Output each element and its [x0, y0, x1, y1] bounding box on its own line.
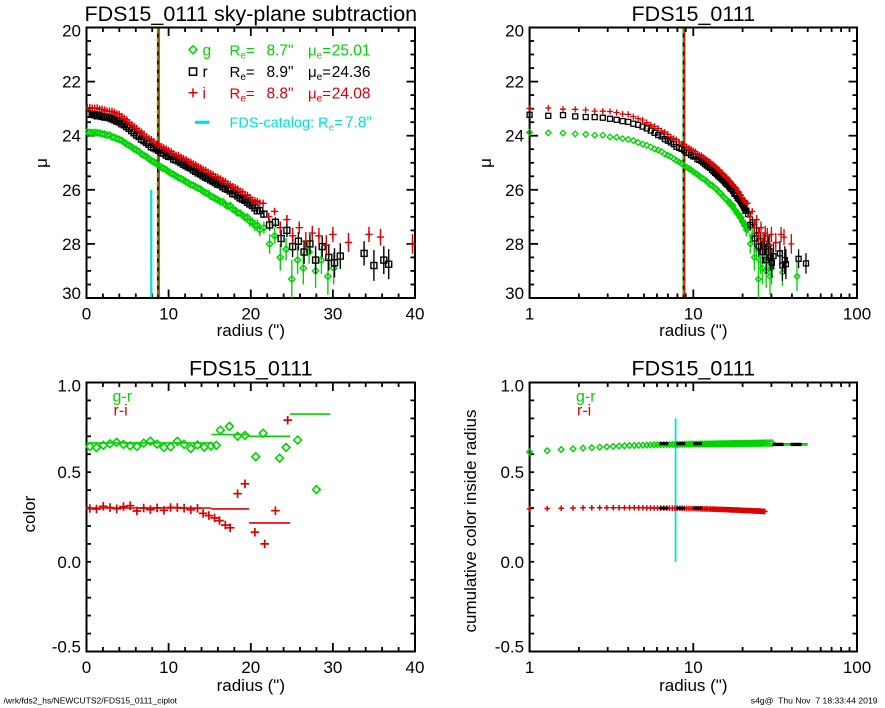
svg-text:10: 10: [684, 658, 703, 677]
svg-text:0.0: 0.0: [500, 553, 524, 572]
svg-text:8.9": 8.9": [266, 64, 293, 81]
svg-text:24.36: 24.36: [332, 64, 371, 81]
svg-text:r-i: r-i: [577, 403, 591, 420]
svg-text:radius ("): radius ("): [659, 321, 727, 340]
svg-text:r: r: [203, 64, 208, 81]
svg-text:24: 24: [505, 127, 524, 146]
svg-text:30: 30: [323, 305, 342, 324]
svg-text:μe​=: μe​=: [308, 85, 331, 104]
svg-text:Re​=: Re​=: [230, 64, 255, 83]
svg-text:10: 10: [159, 658, 178, 677]
svg-text:40: 40: [406, 305, 425, 324]
svg-text:10: 10: [684, 305, 703, 324]
svg-text:0.0: 0.0: [57, 553, 81, 572]
svg-text:26: 26: [505, 181, 524, 200]
svg-text:g-r: g-r: [576, 389, 596, 406]
svg-text:1: 1: [525, 305, 534, 324]
svg-text:cumulative color inside radius: cumulative color inside radius: [461, 410, 480, 633]
svg-text:color: color: [20, 495, 39, 532]
svg-text:20: 20: [241, 658, 260, 677]
svg-text:g-r: g-r: [113, 389, 133, 406]
svg-text:Re​=: Re​=: [230, 85, 255, 104]
svg-text:8.8": 8.8": [266, 85, 293, 102]
svg-text:25.01: 25.01: [332, 42, 371, 59]
svg-text:μ: μ: [32, 158, 51, 168]
svg-text:-0.5: -0.5: [495, 638, 524, 657]
svg-text:FDS15_0111: FDS15_0111: [189, 357, 313, 381]
svg-text:30: 30: [323, 658, 342, 677]
svg-text:30: 30: [505, 284, 524, 303]
svg-text:g: g: [203, 42, 212, 59]
svg-text:0.5: 0.5: [57, 463, 81, 482]
svg-text:30: 30: [62, 284, 81, 303]
svg-text:8.7": 8.7": [266, 42, 293, 59]
svg-text:/wrk/fds2_hs/NEWCUTS2/FDS15_01: /wrk/fds2_hs/NEWCUTS2/FDS15_0111_ciplot: [4, 696, 178, 706]
svg-text:22: 22: [505, 73, 524, 92]
svg-text:20: 20: [241, 305, 260, 324]
svg-text:28: 28: [505, 235, 524, 254]
svg-text:μ: μ: [476, 158, 495, 168]
svg-text:i: i: [203, 85, 206, 102]
svg-text:7.8": 7.8": [345, 114, 372, 131]
svg-text:26: 26: [62, 181, 81, 200]
svg-text:24.08: 24.08: [332, 85, 371, 102]
svg-text:FDS15_0111 sky-plane subtracti: FDS15_0111 sky-plane subtraction: [84, 2, 417, 26]
svg-text:100: 100: [843, 305, 871, 324]
svg-text:10: 10: [159, 305, 178, 324]
svg-text:100: 100: [843, 658, 871, 677]
svg-text:1.0: 1.0: [500, 377, 524, 396]
svg-text:0: 0: [82, 305, 91, 324]
svg-text:28: 28: [62, 235, 81, 254]
svg-text:radius ("): radius ("): [217, 321, 285, 340]
svg-text:40: 40: [406, 658, 425, 677]
svg-text:μe​=: μe​=: [308, 42, 331, 61]
svg-text:r-i: r-i: [114, 403, 128, 420]
svg-text:radius ("): radius ("): [217, 676, 285, 695]
svg-text:20: 20: [62, 22, 81, 41]
svg-text:radius ("): radius ("): [659, 676, 727, 695]
svg-text:μe​=: μe​=: [308, 64, 331, 83]
svg-text:0.5: 0.5: [500, 463, 524, 482]
svg-text:1: 1: [525, 658, 534, 677]
svg-text:20: 20: [505, 22, 524, 41]
svg-text:FDS-catalog: Re​=: FDS-catalog: Re​=: [230, 115, 343, 133]
svg-text:1.0: 1.0: [57, 377, 81, 396]
svg-text:24: 24: [62, 127, 81, 146]
svg-text:FDS15_0111: FDS15_0111: [632, 2, 756, 26]
svg-text:s4g@ Thu Nov 7 18:33:44 2019: s4g@ Thu Nov 7 18:33:44 2019: [751, 696, 878, 706]
svg-text:-0.5: -0.5: [52, 638, 81, 657]
svg-text:FDS15_0111: FDS15_0111: [632, 357, 756, 381]
svg-text:22: 22: [62, 73, 81, 92]
svg-text:0: 0: [82, 658, 91, 677]
svg-text:Re​=: Re​=: [230, 42, 255, 61]
